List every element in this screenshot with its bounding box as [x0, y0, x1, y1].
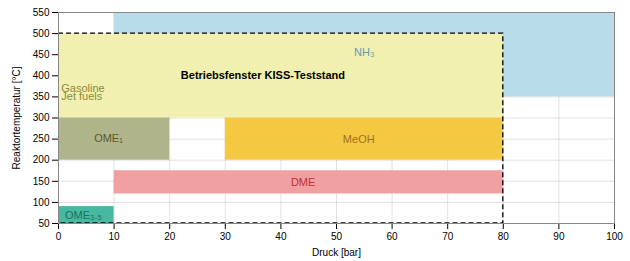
- svg-text:10: 10: [109, 231, 121, 242]
- svg-text:OME₁: OME₁: [94, 132, 123, 144]
- svg-text:NH₃: NH₃: [354, 46, 374, 58]
- svg-text:150: 150: [33, 176, 50, 187]
- svg-text:70: 70: [442, 231, 454, 242]
- svg-text:450: 450: [33, 49, 50, 60]
- svg-text:200: 200: [33, 154, 50, 165]
- svg-text:20: 20: [164, 231, 176, 242]
- svg-text:0: 0: [56, 231, 62, 242]
- svg-text:60: 60: [387, 231, 399, 242]
- svg-text:OME₃.₅: OME₃.₅: [65, 209, 102, 221]
- svg-text:Druck [bar]: Druck [bar]: [312, 247, 361, 258]
- svg-text:100: 100: [606, 231, 623, 242]
- svg-text:250: 250: [33, 133, 50, 144]
- svg-text:400: 400: [33, 70, 50, 81]
- svg-text:Gasoline: Gasoline: [61, 82, 105, 94]
- svg-text:80: 80: [498, 231, 510, 242]
- svg-text:100: 100: [33, 197, 50, 208]
- svg-text:Reaktortemperatur [°C]: Reaktortemperatur [°C]: [11, 66, 22, 169]
- svg-text:50: 50: [38, 218, 50, 229]
- svg-text:550: 550: [33, 7, 50, 18]
- svg-text:350: 350: [33, 91, 50, 102]
- svg-text:MeOH: MeOH: [343, 133, 375, 145]
- svg-text:40: 40: [275, 231, 287, 242]
- svg-text:Betriebsfenster KISS-Teststand: Betriebsfenster KISS-Teststand: [181, 69, 345, 81]
- svg-text:300: 300: [33, 112, 50, 123]
- svg-text:50: 50: [331, 231, 343, 242]
- svg-text:Jet fuels: Jet fuels: [61, 90, 102, 102]
- svg-text:DME: DME: [291, 176, 315, 188]
- svg-text:30: 30: [220, 231, 232, 242]
- svg-text:500: 500: [33, 28, 50, 39]
- svg-text:90: 90: [553, 231, 565, 242]
